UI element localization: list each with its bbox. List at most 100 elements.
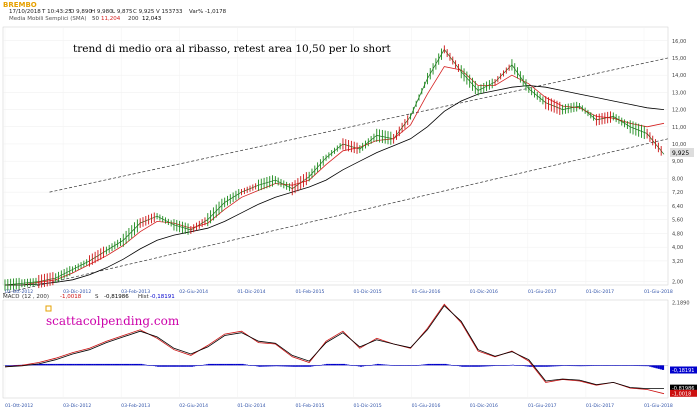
histogram-bar	[87, 363, 90, 366]
price-x-tick-label: 01-Giu-2018	[644, 289, 673, 295]
histogram-bar	[617, 365, 620, 366]
macd-x-tick-label: 01-Dic-2015	[354, 403, 382, 409]
histogram-bar	[459, 365, 462, 367]
macd-label: MACD	[3, 294, 20, 300]
histogram-bar	[623, 365, 627, 366]
histogram-bar	[560, 365, 563, 367]
histogram-bar	[76, 363, 80, 366]
histogram-bar	[435, 363, 439, 366]
histogram-bar	[488, 365, 491, 367]
histogram-bar	[47, 363, 50, 366]
histogram-bar	[173, 365, 177, 367]
macd-x-axis: 01-Ott-2012 03-Dic-2012 03-Feb-2013 02-Giu-…	[5, 403, 673, 409]
histogram-bar	[628, 365, 631, 366]
macd-x-tick-label: 03-Dic-2012	[63, 403, 91, 409]
histogram-bar	[140, 363, 143, 366]
histogram-bar	[632, 365, 635, 366]
macd-header: MACD (12 , 200) -1,0018 S -0,81986 Hist …	[3, 294, 175, 300]
histogram-bar	[461, 365, 464, 367]
histogram-bar	[450, 364, 453, 366]
ohlc-field: O 9,890	[70, 9, 92, 15]
histogram-bar	[545, 365, 548, 367]
histogram-bar	[355, 365, 358, 367]
histogram-bar	[372, 364, 375, 366]
histogram-bar	[224, 363, 227, 366]
histogram-bar	[444, 363, 447, 366]
histogram-bar	[655, 365, 658, 369]
histogram-bar	[596, 365, 599, 366]
histogram-bar	[448, 364, 451, 366]
histogram-bar	[440, 363, 443, 366]
histogram-bar	[188, 365, 191, 367]
histogram-bar	[184, 365, 187, 367]
histogram-bar	[235, 363, 238, 366]
price-x-axis: 01-Ott-2012 03-Dic-2012 03-Feb-2013 02-Giu-…	[5, 289, 673, 295]
histogram-bar	[152, 365, 156, 367]
histogram-bar	[68, 363, 71, 366]
sma200-value: 12,043	[142, 16, 162, 22]
price-x-tick-label: 01-Dic-2014	[237, 289, 265, 295]
histogram-bar	[410, 365, 413, 366]
histogram-bar	[182, 365, 185, 367]
histogram-bar	[505, 365, 508, 366]
macd-params: (12 , 200)	[22, 294, 49, 300]
histogram-bar	[328, 363, 331, 366]
histogram-bar	[351, 365, 354, 366]
histogram-bar	[368, 365, 371, 366]
histogram-bar	[323, 364, 327, 366]
histogram-bar	[558, 365, 561, 367]
histogram-bar	[326, 363, 329, 366]
price-panel-frame	[2, 26, 669, 286]
histogram-bar	[395, 365, 398, 366]
histogram-bar	[657, 365, 660, 369]
price-y-tick-label: 14,00	[672, 73, 686, 79]
histogram-bar	[649, 365, 652, 367]
histogram-bar	[530, 365, 534, 367]
price-y-tick-label: 15,00	[672, 56, 686, 62]
macd-tick-box	[670, 389, 697, 397]
histogram-bar	[13, 365, 16, 366]
histogram-bar	[651, 365, 654, 368]
histogram-bar	[245, 364, 248, 366]
histogram-bar	[313, 365, 316, 367]
histogram-bar	[78, 363, 82, 366]
histogram-bar	[93, 363, 96, 366]
histogram-bar	[275, 365, 278, 367]
histogram-bar	[207, 363, 210, 366]
last-price-box	[670, 148, 694, 157]
histogram-bar	[478, 365, 481, 367]
histogram-bar	[43, 363, 46, 366]
histogram-bar	[241, 363, 244, 366]
histogram-bar	[594, 365, 597, 366]
histogram-bar	[290, 365, 293, 367]
histogram-bar	[157, 365, 160, 367]
histogram-bar	[203, 364, 206, 366]
histogram-bar	[497, 365, 500, 366]
histogram-bar	[342, 363, 346, 366]
histogram-bar	[621, 365, 624, 366]
histogram-bar	[638, 365, 641, 367]
histogram-bar	[507, 365, 510, 366]
histogram-bar	[302, 365, 306, 367]
histogram-bar	[511, 364, 515, 366]
symbol-label: BREMBO	[3, 1, 37, 9]
histogram-bar	[659, 365, 662, 370]
histogram-bar	[492, 365, 496, 367]
series-sma200	[5, 85, 665, 286]
histogram-bar	[53, 363, 56, 366]
histogram-bar	[469, 365, 472, 367]
histogram-bar	[233, 363, 236, 366]
sma200-period: 200	[128, 16, 139, 22]
histogram-bar	[66, 363, 69, 366]
histogram-bar	[55, 363, 58, 366]
histogram-bar	[406, 365, 409, 366]
histogram-bar	[186, 365, 189, 367]
histogram-bar	[252, 365, 255, 366]
watermark-text: scattacolpending.com	[46, 314, 180, 328]
histogram-bar	[281, 365, 284, 367]
histogram-bar	[104, 363, 107, 366]
histogram-bar	[214, 363, 217, 366]
histogram-bar	[575, 365, 578, 367]
histogram-bar	[399, 365, 403, 366]
